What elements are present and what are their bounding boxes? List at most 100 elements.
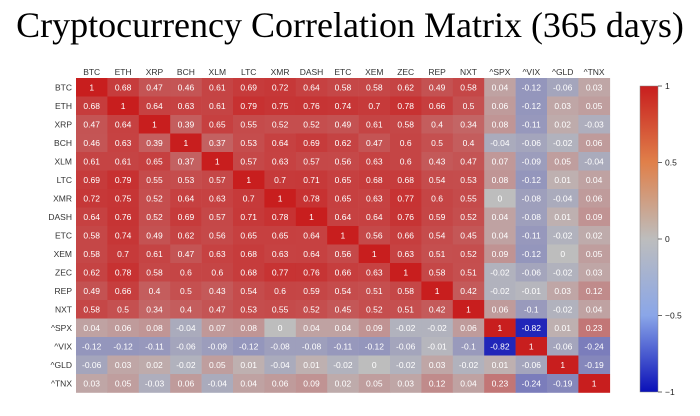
y-tick-label: XRP: [55, 119, 73, 129]
heatmap-cell: [578, 133, 611, 153]
cell-value-label: 0.7: [368, 101, 380, 111]
cell-value-label: 0.63: [366, 193, 383, 203]
heatmap-cell: [264, 281, 297, 301]
heatmap-cell: [358, 300, 391, 319]
cell-value-label: 0.34: [460, 119, 477, 129]
cell-value-label: 0.64: [303, 82, 320, 92]
heatmap-cell: [327, 355, 359, 375]
heatmap-cell: [452, 263, 485, 282]
heatmap-cell: [327, 170, 359, 190]
heatmap-cell: [76, 318, 108, 338]
heatmap-cell: [484, 244, 516, 264]
heatmap-cell: [264, 133, 297, 153]
cell-value-label: 1: [121, 101, 126, 111]
heatmap-cell: [421, 189, 454, 208]
heatmap-cell: [264, 96, 297, 116]
cell-value-label: -0.04: [553, 193, 573, 203]
x-tick-label: XRP: [146, 67, 164, 77]
cell-value-label: 0.55: [460, 193, 477, 203]
cell-value-label: 0.75: [272, 101, 289, 111]
heatmap-cell: [138, 226, 171, 245]
cell-value-label: 0.51: [429, 249, 446, 259]
cell-value-label: 0.39: [146, 138, 163, 148]
heatmap-cell: [452, 337, 485, 356]
cell-value-label: 0.08: [492, 175, 509, 185]
colorbar-tick-label: −1: [665, 387, 675, 397]
heatmap-cell: [515, 244, 548, 264]
heatmap-cell: [201, 337, 234, 356]
heatmap-cell: [138, 78, 171, 97]
heatmap-cell: [107, 337, 140, 356]
heatmap-cell: [421, 263, 454, 282]
cell-value-label: 0.78: [397, 101, 414, 111]
cell-value-label: 0.06: [586, 193, 603, 203]
cell-value-label: 0: [498, 193, 503, 203]
cell-value-label: 0.54: [240, 286, 257, 296]
cell-value-label: 0.64: [303, 230, 320, 240]
heatmap-cell: [264, 189, 297, 208]
y-tick-label: ^TNX: [51, 378, 72, 388]
x-tick-label: BTC: [83, 67, 100, 77]
cell-value-label: -0.02: [396, 323, 416, 333]
cell-value-label: 1: [215, 156, 220, 166]
heatmap-cell: [170, 374, 202, 393]
cell-value-label: 0.03: [586, 82, 603, 92]
heatmap-cell: [295, 244, 328, 264]
cell-value-label: 0.61: [209, 101, 226, 111]
cell-value-label: 0.69: [303, 138, 320, 148]
heatmap-cell: [76, 244, 108, 264]
cell-value-label: -0.08: [522, 212, 542, 222]
cell-value-label: 0.01: [554, 212, 571, 222]
heatmap-cell: [327, 374, 359, 393]
cell-value-label: 0.64: [83, 212, 100, 222]
heatmap-cell: [295, 263, 328, 282]
cell-value-label: -0.08: [522, 193, 542, 203]
heatmap-cell: [452, 244, 485, 264]
cell-value-label: -0.11: [522, 230, 541, 240]
cell-value-label: 0.53: [178, 175, 195, 185]
cell-value-label: 0.49: [429, 82, 446, 92]
heatmap-cell: [76, 374, 108, 393]
heatmap-cell: [515, 337, 548, 356]
heatmap-cell: [107, 281, 140, 301]
heatmap-cell: [138, 207, 171, 227]
cell-value-label: 0.79: [240, 101, 257, 111]
heatmap-cell: [421, 281, 454, 301]
cell-value-label: 1: [152, 119, 157, 129]
heatmap-cell: [358, 355, 391, 375]
cell-value-label: 0.34: [146, 304, 163, 314]
cell-value-label: -0.02: [490, 267, 510, 277]
heatmap-cell: [138, 318, 171, 338]
cell-value-label: -0.06: [553, 341, 573, 351]
cell-value-label: 0.64: [146, 101, 163, 111]
heatmap-cell: [484, 115, 516, 134]
heatmap-cell: [390, 300, 422, 319]
cell-value-label: 0.47: [146, 82, 163, 92]
cell-value-label: -0.06: [522, 267, 542, 277]
heatmap-cell: [170, 207, 202, 227]
heatmap-cell: [452, 355, 485, 375]
heatmap-cell: [452, 281, 485, 301]
cell-value-label: 1: [278, 193, 283, 203]
cell-value-label: 0.04: [492, 230, 509, 240]
heatmap-cell: [233, 355, 265, 375]
cell-value-label: -0.09: [208, 341, 228, 351]
heatmap-cell: [170, 355, 202, 375]
cell-value-label: 0.64: [115, 119, 132, 129]
heatmap-cell: [295, 226, 328, 245]
cell-value-label: -0.12: [522, 249, 542, 259]
cell-value-label: -0.02: [553, 138, 573, 148]
heatmap-cell: [578, 170, 611, 190]
heatmap-cell: [107, 170, 140, 190]
heatmap-cell: [295, 115, 328, 134]
y-tick-label: ETH: [55, 101, 72, 111]
heatmap-cell: [547, 355, 579, 375]
heatmap-cell: [201, 189, 234, 208]
cell-value-label: 1: [529, 341, 534, 351]
cell-value-label: 0.04: [240, 378, 257, 388]
heatmap-cell: [76, 133, 108, 153]
heatmap-cell: [107, 226, 140, 245]
y-tick-label: ^GLD: [51, 360, 72, 370]
cell-value-label: 0.12: [429, 378, 446, 388]
cell-value-label: 0.72: [272, 82, 289, 92]
